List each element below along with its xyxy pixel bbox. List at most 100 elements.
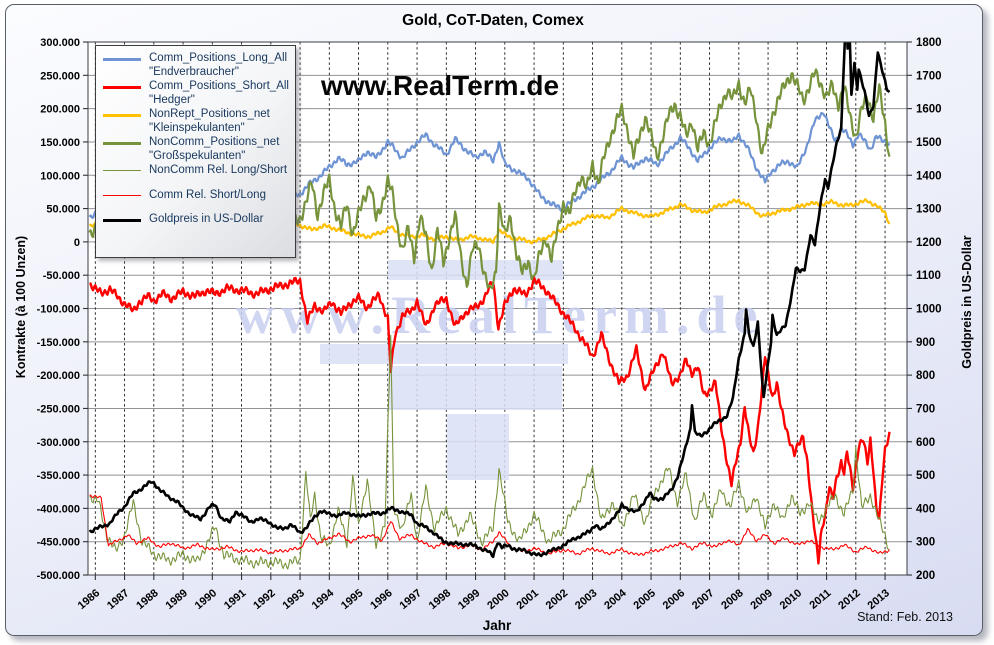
series-goldpreis-in-us-dollar [88, 42, 891, 559]
svg-text:-100.000: -100.000 [37, 304, 80, 316]
svg-text:1989: 1989 [164, 587, 190, 612]
svg-text:-50.000: -50.000 [43, 270, 80, 282]
legend-line-swatch [103, 194, 141, 196]
legend-entry-sublabel: "Hedger" [149, 93, 195, 106]
svg-text:300: 300 [916, 537, 935, 549]
svg-text:2003: 2003 [573, 587, 599, 612]
legend-entry: Comm Rel. Short/Long [103, 189, 289, 203]
legend-entry-label: Comm Rel. Short/Long [149, 188, 266, 201]
svg-text:400: 400 [916, 503, 935, 515]
svg-text:2013: 2013 [866, 587, 892, 612]
legend-entry-sublabel: "Endverbraucher" [149, 65, 239, 78]
svg-text:1994: 1994 [310, 587, 337, 612]
svg-text:2005: 2005 [632, 587, 658, 612]
svg-text:900: 900 [916, 337, 935, 349]
svg-text:500: 500 [916, 470, 935, 482]
svg-text:2001: 2001 [515, 587, 541, 612]
svg-text:2004: 2004 [602, 587, 629, 612]
svg-text:1988: 1988 [134, 587, 160, 612]
svg-text:1800: 1800 [916, 37, 942, 49]
svg-text:2000: 2000 [485, 587, 511, 612]
svg-text:150.000: 150.000 [40, 137, 80, 149]
svg-text:1997: 1997 [398, 587, 424, 612]
svg-text:1992: 1992 [251, 587, 277, 612]
svg-text:-400.000: -400.000 [37, 503, 80, 515]
legend-box: Comm_Positions_Long_All "Endverbraucher" C… [95, 45, 296, 258]
svg-text:2002: 2002 [544, 587, 570, 612]
svg-text:1100: 1100 [916, 270, 941, 282]
svg-text:1999: 1999 [456, 587, 482, 612]
series-comm-positions-short-all [89, 276, 891, 565]
svg-text:1990: 1990 [193, 587, 219, 612]
legend-entry-label: NonComm Rel. Long/Short [149, 164, 288, 176]
svg-text:-300.000: -300.000 [37, 437, 80, 449]
watermark-text: www.RealTerm.de [320, 70, 560, 101]
svg-text:1993: 1993 [281, 587, 307, 612]
right-axis-title: Goldpreis in US-Dollar [960, 235, 974, 369]
svg-text:1700: 1700 [916, 70, 942, 82]
series-comm-rel-short-long [89, 494, 890, 557]
svg-text:2006: 2006 [661, 587, 687, 612]
svg-text:-250.000: -250.000 [37, 403, 80, 415]
x-axis-title: Jahr [482, 618, 512, 633]
svg-text:2010: 2010 [778, 587, 804, 612]
legend-entry-label: NonComm_Positions_net "Großspekulanten" [149, 136, 280, 162]
svg-text:0: 0 [74, 237, 80, 249]
svg-text:800: 800 [916, 370, 935, 382]
legend-entry-sublabel: "Großspekulanten" [149, 149, 246, 162]
axis-ticks [83, 41, 912, 580]
svg-text:1986: 1986 [76, 587, 102, 612]
svg-text:2008: 2008 [719, 587, 745, 612]
left-axis-title: Kontrakte (à 100 Unzen) [14, 235, 28, 379]
svg-text:250.000: 250.000 [40, 70, 80, 82]
svg-text:50.000: 50.000 [46, 204, 80, 216]
svg-text:700: 700 [916, 403, 935, 415]
legend-entry: NonComm_Positions_net "Großspekulanten" [103, 136, 289, 163]
legend-line-swatch [103, 114, 141, 117]
status-note: Stand: Feb. 2013 [857, 610, 953, 624]
legend-entry-label: NonRept_Positions_net "Kleinspekulanten" [149, 108, 270, 134]
svg-text:600: 600 [916, 437, 935, 449]
svg-text:-500.000: -500.000 [37, 570, 80, 582]
svg-text:200.000: 200.000 [40, 104, 80, 116]
svg-text:-200.000: -200.000 [37, 370, 80, 382]
svg-text:100.000: 100.000 [40, 170, 80, 182]
legend-entry: NonComm Rel. Long/Short [103, 164, 289, 178]
svg-text:1991: 1991 [222, 587, 248, 612]
svg-text:-350.000: -350.000 [37, 470, 80, 482]
chart-title: Gold, CoT-Daten, Comex [402, 12, 584, 29]
legend-entry-label: Goldpreis in US-Dollar [149, 213, 264, 225]
legend-line-swatch [103, 219, 141, 222]
svg-text:2007: 2007 [690, 587, 716, 612]
svg-text:www.RealTerm.de: www.RealTerm.de [236, 285, 765, 345]
svg-text:-150.000: -150.000 [37, 337, 80, 349]
svg-text:1400: 1400 [916, 170, 942, 182]
svg-text:2012: 2012 [836, 587, 862, 612]
svg-text:1998: 1998 [427, 587, 453, 612]
svg-text:2011: 2011 [807, 587, 833, 612]
series-noncomm-rel-long-short [89, 334, 890, 570]
legend-line-swatch [103, 170, 141, 171]
legend-entry: Goldpreis in US-Dollar [103, 213, 289, 227]
legend-entry: Comm_Positions_Long_All "Endverbraucher" [103, 52, 289, 79]
svg-text:1000: 1000 [916, 304, 942, 316]
legend-entry-label: Comm_Positions_Long_All "Endverbraucher" [149, 52, 288, 78]
svg-text:-450.000: -450.000 [37, 537, 80, 549]
svg-text:1500: 1500 [916, 137, 942, 149]
legend-entry: NonRept_Positions_net "Kleinspekulanten" [103, 108, 289, 135]
legend-entry: Comm_Positions_Short_All "Hedger" [103, 80, 289, 107]
svg-text:1987: 1987 [105, 587, 131, 612]
legend-entry-label: Comm_Positions_Short_All "Hedger" [149, 80, 289, 106]
svg-text:1600: 1600 [916, 104, 942, 116]
legend-line-swatch [103, 86, 141, 89]
svg-text:1995: 1995 [339, 587, 365, 612]
legend-line-swatch [103, 142, 141, 145]
legend-line-swatch [103, 58, 141, 61]
svg-text:1200: 1200 [916, 237, 942, 249]
svg-text:1300: 1300 [916, 204, 942, 216]
svg-text:200: 200 [916, 570, 935, 582]
svg-text:2009: 2009 [749, 587, 775, 612]
legend-entry-sublabel: "Kleinspekulanten" [149, 121, 245, 134]
svg-text:1996: 1996 [368, 587, 394, 612]
